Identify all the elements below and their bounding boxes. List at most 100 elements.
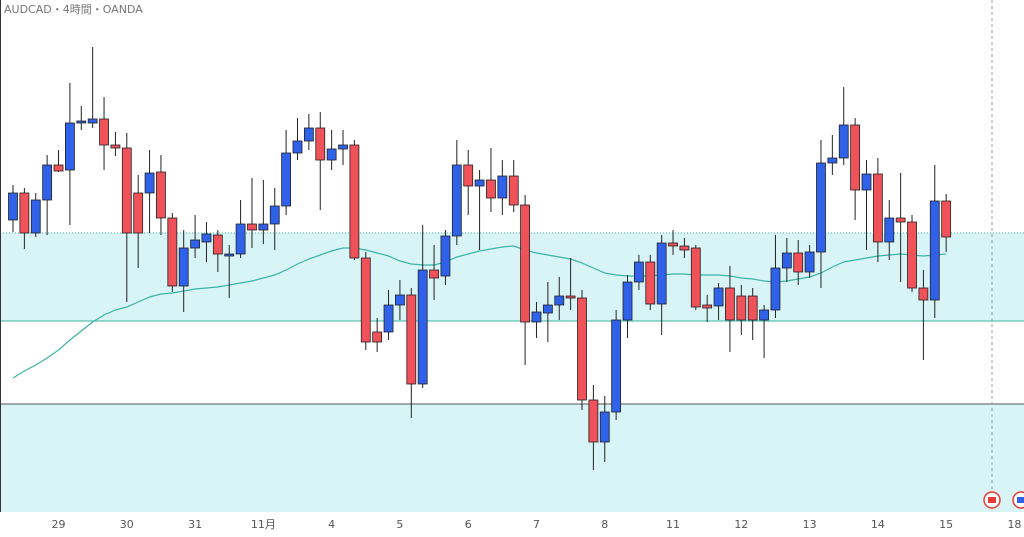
candle-body xyxy=(395,294,405,306)
candle-body xyxy=(110,144,121,149)
candle-body xyxy=(53,164,64,172)
candle-body xyxy=(349,144,360,259)
candle-body xyxy=(770,267,781,311)
event-icon xyxy=(983,491,1001,509)
candle-body xyxy=(486,179,496,199)
x-tick-label: 8 xyxy=(601,518,608,531)
candle-body xyxy=(121,147,132,234)
candle-body xyxy=(224,253,235,257)
candle-body xyxy=(668,242,678,247)
candle-body xyxy=(429,269,439,279)
x-tick-label: 4 xyxy=(328,518,335,531)
candle-body xyxy=(634,261,644,283)
x-tick-label: 15 xyxy=(939,518,953,531)
candle-body xyxy=(360,257,371,343)
chart-title: AUDCAD・4時間・OANDA xyxy=(4,3,143,16)
candle-body xyxy=(508,175,519,206)
candle-body xyxy=(19,192,30,234)
x-tick-label: 14 xyxy=(871,518,885,531)
candle-body xyxy=(736,295,747,321)
candle-body xyxy=(315,127,326,161)
moving-average xyxy=(12,245,947,379)
candle-body xyxy=(87,118,98,124)
candle-body xyxy=(133,192,144,234)
x-tick-label: 6 xyxy=(465,518,472,531)
candle-body xyxy=(941,200,952,238)
candle-body xyxy=(42,164,53,201)
candle-body xyxy=(884,217,895,243)
candle-body xyxy=(656,242,667,305)
candle-body xyxy=(838,124,849,159)
candle-body xyxy=(793,252,804,273)
candle-body xyxy=(440,235,451,277)
candle-body xyxy=(759,309,769,321)
candle-body xyxy=(76,120,87,124)
candle-body xyxy=(588,399,599,443)
x-tick-label: 11月 xyxy=(251,518,276,531)
candle-body xyxy=(690,247,701,308)
candle-body xyxy=(474,179,485,187)
candle-body xyxy=(235,223,246,255)
x-tick-label: 13 xyxy=(803,518,817,531)
candle-body xyxy=(247,223,257,231)
candle-body xyxy=(8,192,18,221)
candle-body xyxy=(190,239,200,249)
candle-body xyxy=(497,175,508,199)
candle-body xyxy=(338,144,348,150)
candle-body xyxy=(702,304,713,309)
candle-body xyxy=(713,287,724,307)
candle-body xyxy=(258,223,269,231)
candle-body xyxy=(417,269,428,385)
candle-body xyxy=(269,205,280,225)
candle-body xyxy=(599,411,610,443)
candle-body xyxy=(804,251,815,273)
candle-body xyxy=(281,152,292,207)
candle-body xyxy=(565,295,576,299)
x-tick-label: 29 xyxy=(52,518,66,531)
candle-body xyxy=(895,217,906,223)
zone xyxy=(0,404,1024,512)
candle-body xyxy=(406,294,417,385)
candle-body xyxy=(178,247,189,287)
x-tick-label: 18 xyxy=(1007,518,1021,531)
x-tick-label: 7 xyxy=(533,518,540,531)
candle-body xyxy=(212,234,223,255)
candle-body xyxy=(861,173,872,191)
candle-body xyxy=(611,319,622,413)
candle-body xyxy=(816,162,826,253)
candle-body xyxy=(554,295,565,306)
plot xyxy=(8,47,952,470)
candle-body xyxy=(292,140,303,154)
candle-body xyxy=(463,164,474,187)
candle-body xyxy=(725,287,735,321)
candle-body xyxy=(872,173,883,243)
candle-body xyxy=(372,331,383,343)
candle-body xyxy=(144,172,155,194)
candle-body xyxy=(167,217,178,287)
x-tick-label: 11 xyxy=(666,518,680,531)
candle-body xyxy=(679,245,690,251)
candle-body xyxy=(156,171,166,219)
x-tick-label: 5 xyxy=(396,518,403,531)
candle-body xyxy=(326,148,337,161)
candle-body xyxy=(747,295,758,321)
candle-body xyxy=(30,199,41,234)
candle-body xyxy=(645,261,656,305)
candle-body xyxy=(622,281,633,321)
candle-body xyxy=(520,204,530,323)
candle-body xyxy=(65,122,75,171)
candle-body xyxy=(451,164,462,237)
candle-body xyxy=(850,124,861,191)
candle-body xyxy=(781,252,792,269)
candle-body xyxy=(531,311,542,323)
x-tick-label: 30 xyxy=(120,518,134,531)
candle-body xyxy=(542,304,553,314)
x-tick-label: 12 xyxy=(734,518,748,531)
candle-body xyxy=(303,127,314,142)
x-tick-label: 31 xyxy=(188,518,202,531)
candle-body xyxy=(907,221,917,289)
event-icon xyxy=(1012,491,1024,509)
candle-body xyxy=(201,233,212,243)
candle-body xyxy=(918,287,929,301)
